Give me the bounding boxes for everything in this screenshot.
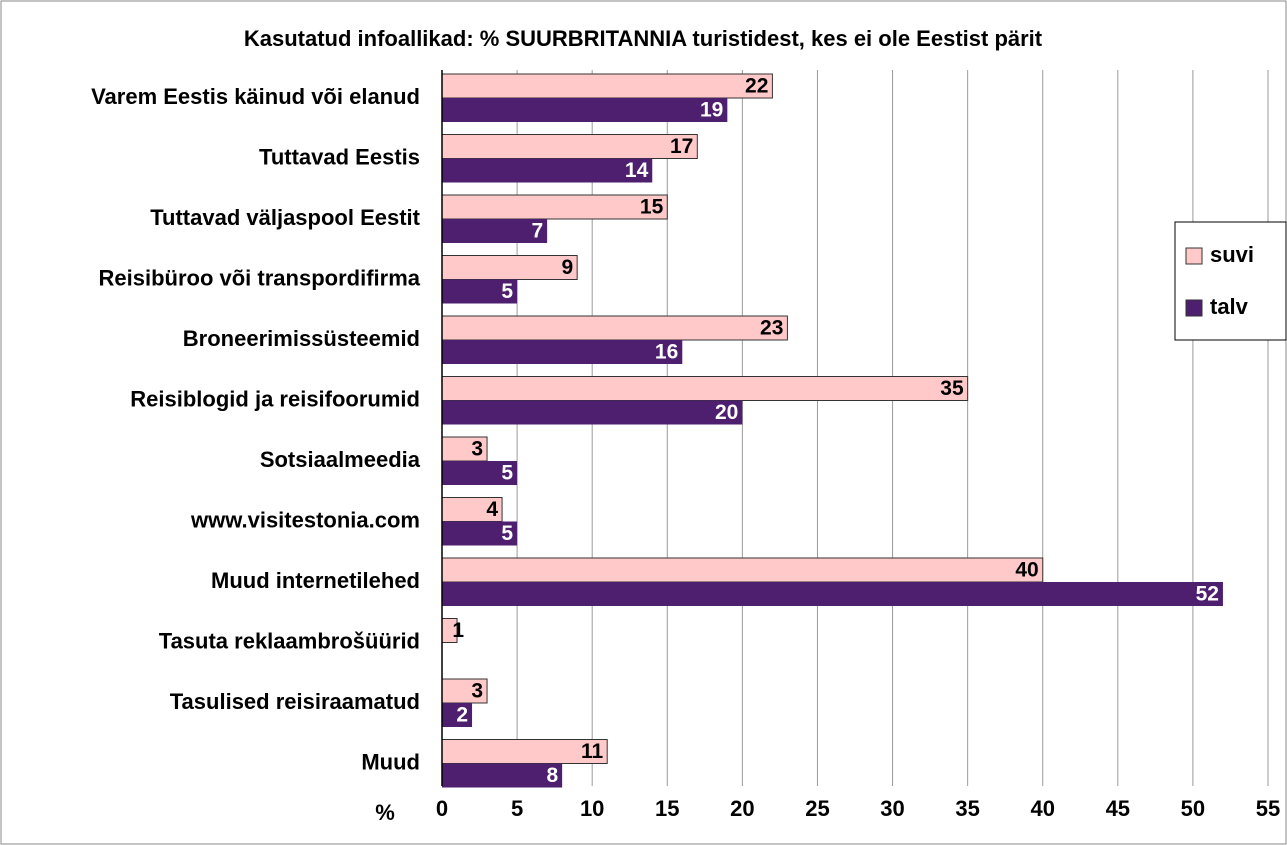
y-tick-label: Varem Eestis käinud või elanud (91, 84, 420, 109)
x-tick-label: 20 (730, 796, 754, 821)
data-label: 20 (715, 401, 738, 424)
chart-title: Kasutatud infoallikad: % SUURBRITANNIA t… (244, 26, 1043, 51)
data-label: 2 (456, 704, 468, 727)
bar (442, 703, 473, 727)
data-label: 16 (655, 341, 678, 364)
x-tick-label: 40 (1030, 796, 1054, 821)
data-label: 4 (486, 498, 498, 521)
bar (441, 436, 488, 462)
bar (442, 763, 563, 788)
data-label: 15 (640, 196, 664, 219)
legend-swatch (1185, 247, 1203, 265)
x-tick-label: 15 (655, 796, 679, 821)
x-tick-label: 35 (955, 796, 979, 821)
bar (442, 98, 728, 122)
bar (442, 219, 548, 243)
bar (441, 678, 488, 704)
bar (441, 376, 969, 401)
x-tick-label: 10 (580, 796, 604, 821)
bar (442, 279, 518, 304)
y-tick-label: Tuttavad väljaspool Eestit (150, 205, 420, 230)
x-tick-label: 50 (1181, 796, 1205, 821)
y-tick-label: Tasuta reklaambrošüürid (159, 628, 420, 653)
bar (442, 521, 518, 546)
y-tick-label: Tuttavad Eestis (259, 144, 420, 169)
y-tick-label: Sotsiaalmeedia (260, 447, 421, 472)
data-label: 40 (1015, 559, 1038, 582)
x-tick-label: 5 (511, 796, 523, 821)
data-label: 1 (452, 619, 464, 642)
data-label: 3 (471, 438, 483, 461)
y-tick-label: www.visitestonia.com (190, 507, 420, 532)
data-label: 22 (745, 75, 768, 98)
data-label: 5 (501, 462, 513, 485)
data-label: 19 (700, 99, 723, 122)
legend-label: suvi (1210, 242, 1254, 267)
x-tick-label: 45 (1106, 796, 1130, 821)
legend-box (1174, 221, 1287, 341)
y-tick-label: Broneerimissüsteemid (183, 326, 420, 351)
data-label: 7 (531, 220, 543, 243)
legend-label: talv (1210, 294, 1249, 319)
bar (441, 255, 578, 280)
bar (442, 400, 743, 425)
x-tick-label: 0 (436, 796, 448, 821)
y-tick-label: Muud internetilehed (211, 568, 420, 593)
bar (441, 134, 698, 159)
data-label: 52 (1196, 583, 1219, 606)
data-label: 11 (581, 740, 604, 763)
data-label: 14 (625, 159, 649, 182)
y-tick-label: Muud (361, 749, 420, 774)
data-label: 3 (471, 680, 483, 703)
bar (441, 497, 503, 522)
data-label: 5 (501, 522, 513, 545)
y-tick-label: Tasulised reisiraamatud (170, 689, 420, 714)
x-tick-label: 55 (1256, 796, 1280, 821)
x-tick-label: 30 (880, 796, 904, 821)
y-tick-label: Reisiblogid ja reisifoorumid (130, 386, 420, 411)
data-label: 17 (670, 135, 693, 158)
bar (442, 461, 518, 485)
x-tick-label: 25 (805, 796, 829, 821)
data-label: 8 (546, 764, 558, 787)
bar (441, 315, 788, 341)
bar (442, 340, 683, 364)
legend-swatch (1185, 299, 1203, 317)
data-label: 23 (760, 317, 783, 340)
data-label: 9 (561, 256, 573, 279)
bar (442, 158, 653, 183)
data-label: 5 (501, 280, 513, 303)
bar (441, 194, 668, 220)
data-label: 35 (940, 377, 964, 400)
y-tick-label: Reisibüroo või transpordifirma (99, 265, 421, 290)
x-axis-label: % (375, 800, 395, 825)
bar (441, 557, 1044, 583)
bar (441, 73, 773, 99)
bar (442, 582, 1223, 606)
